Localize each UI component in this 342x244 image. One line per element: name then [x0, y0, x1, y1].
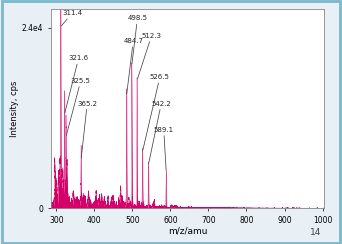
Text: 311.4: 311.4 [62, 10, 82, 26]
Text: 512.3: 512.3 [137, 33, 161, 79]
Text: 498.5: 498.5 [128, 16, 147, 64]
Text: 526.5: 526.5 [143, 74, 170, 151]
Text: 542.2: 542.2 [149, 101, 171, 163]
Text: 365.2: 365.2 [77, 101, 97, 158]
Text: 589.1: 589.1 [154, 127, 174, 171]
Text: 484.7: 484.7 [123, 38, 143, 94]
Text: 321.6: 321.6 [65, 55, 89, 113]
Text: 325.5: 325.5 [66, 78, 91, 135]
X-axis label: m/z/amu: m/z/amu [168, 226, 207, 235]
Text: 14: 14 [310, 228, 321, 237]
Y-axis label: Intensity, cps: Intensity, cps [10, 80, 19, 137]
